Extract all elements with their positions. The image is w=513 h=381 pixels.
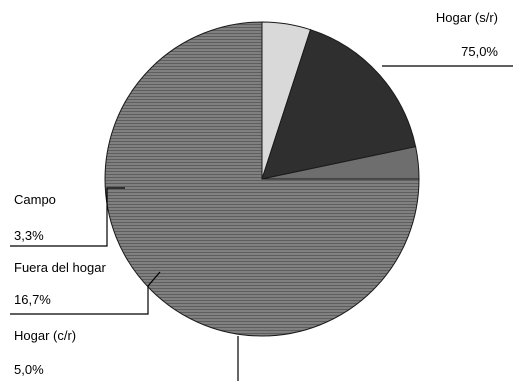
value-fuera-hogar: 16,7% (14, 292, 51, 307)
value-hogar-cr: 5,0% (14, 362, 44, 377)
label-campo: Campo (14, 192, 56, 207)
slice-hogar-sr (104, 21, 420, 337)
label-hogar-cr: Hogar (c/r) (14, 328, 76, 343)
slice-campo (261, 146, 420, 180)
value-hogar-sr: 75,0% (461, 44, 498, 59)
value-campo: 3,3% (14, 228, 44, 243)
label-fuera-hogar: Fuera del hogar (14, 260, 106, 275)
slice-fuera-hogar (261, 29, 417, 180)
pie-slices (104, 21, 420, 337)
leader-fuera-hogar (10, 271, 161, 315)
leader-campo (10, 187, 125, 247)
label-hogar-sr: Hogar (s/r) (436, 10, 498, 25)
